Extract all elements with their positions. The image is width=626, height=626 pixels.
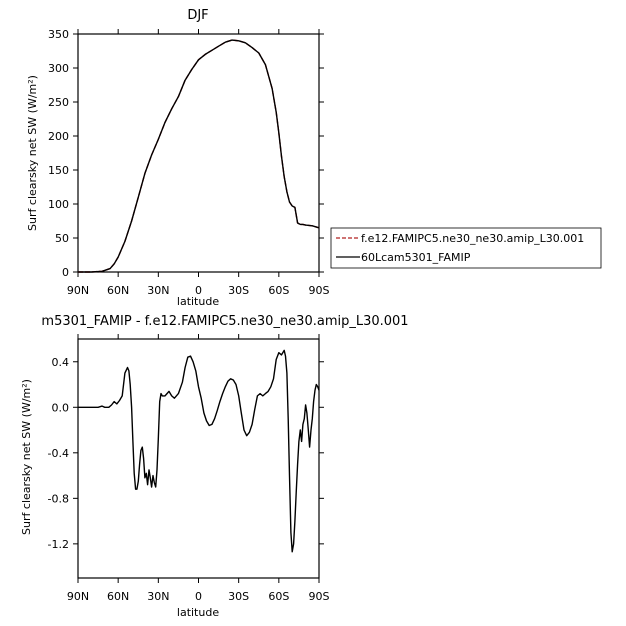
bottom-series-line-1 [78,349,320,553]
top-legend: f.e12.FAMIPC5.ne30_ne30.amip_L30.001 60L… [330,227,602,269]
bottom-x-tick-label: 60S [268,590,289,603]
top-series-line-2 [78,39,320,273]
top-chart-panel: DJF 0 50 100 150 200 250 300 350 90N 60N 30N 0 30S 6… [26,8,602,308]
bottom-x-tick-label: 30S [228,590,249,603]
bottom-plot-frame [77,338,320,579]
top-y-tick-label: 250 [48,96,69,109]
top-x-tick-label: 90N [67,284,89,297]
top-x-tick-label: 90S [309,284,330,297]
top-y-tick-label: 300 [48,62,69,75]
bottom-x-axis: 90N 60N 30N 0 30S 60S 90S [67,334,330,603]
bottom-x-tick-label: 90S [309,590,330,603]
bottom-y-tick-label: -0.8 [48,492,69,505]
bottom-series-lines [78,349,320,553]
top-y-axis: 0 50 100 150 200 250 300 350 [48,28,324,279]
bottom-chart-title: m5301_FAMIP - f.e12.FAMIPC5.ne30_ne30.am… [41,314,408,329]
top-x-axis: 90N 60N 30N 0 30S 60S 90S [67,29,330,297]
bottom-y-tick-label: -0.4 [48,447,69,460]
bottom-x-tick-label: 30N [147,590,169,603]
top-plot-frame [77,33,320,273]
bottom-x-tick-label: 90N [67,590,89,603]
top-y-tick-label: 0 [62,266,69,279]
top-x-tick-label: 0 [195,284,202,297]
top-y-tick-label: 100 [48,198,69,211]
top-y-tick-label: 200 [48,130,69,143]
legend-label-series-2: 60Lcam5301_FAMIP [361,251,471,264]
top-y-axis-label: Surf clearsky net SW (W/m²) [26,75,39,231]
top-series-line-1 [78,39,320,273]
bottom-y-tick-label: -1.2 [48,538,69,551]
top-x-tick-label: 30S [228,284,249,297]
bottom-x-axis-label: latitude [177,606,219,619]
bottom-y-tick-label: 0.4 [52,356,70,369]
legend-box [330,227,602,269]
top-y-tick-label: 350 [48,28,69,41]
top-y-tick-label: 50 [55,232,69,245]
top-x-tick-label: 30N [147,284,169,297]
bottom-y-tick-label: 0.0 [52,401,70,414]
bottom-chart-panel: m5301_FAMIP - f.e12.FAMIPC5.ne30_ne30.am… [20,314,409,619]
top-x-tick-label: 60N [107,284,129,297]
top-x-tick-label: 60S [268,284,289,297]
bottom-x-tick-label: 60N [107,590,129,603]
top-x-axis-label: latitude [177,295,219,308]
top-series-lines [78,39,320,273]
bottom-y-axis: 0.4 0.0 -0.4 -0.8 -1.2 [48,356,324,551]
legend-label-series-1: f.e12.FAMIPC5.ne30_ne30.amip_L30.001 [361,232,584,245]
bottom-y-axis-label: Surf clearsky net SW (W/m²) [20,379,33,535]
bottom-x-tick-label: 0 [195,590,202,603]
top-chart-title: DJF [187,8,208,23]
top-y-tick-label: 150 [48,164,69,177]
